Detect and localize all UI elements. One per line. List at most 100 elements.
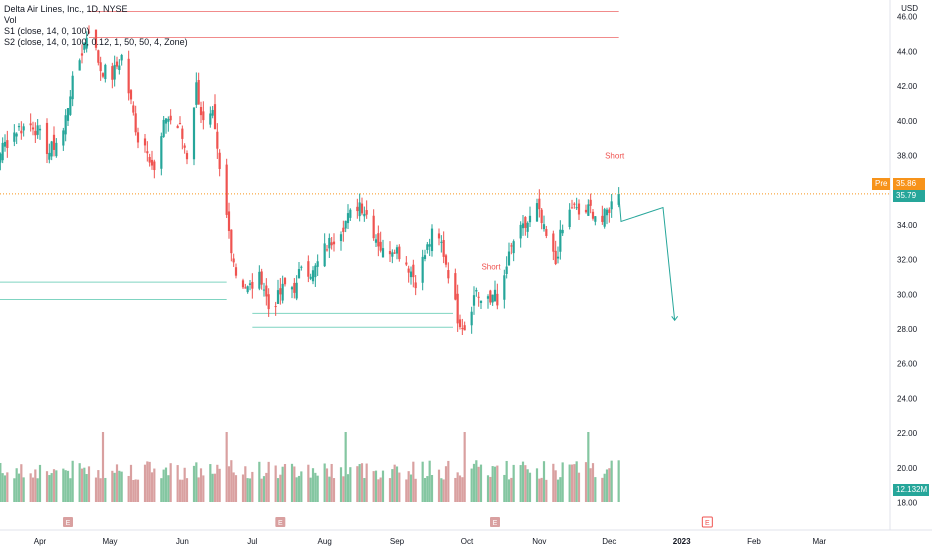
- candle-body: [283, 278, 287, 285]
- volume-bar: [577, 472, 581, 502]
- candle-body: [234, 267, 238, 276]
- candle-body: [545, 229, 548, 236]
- candle-body: [34, 130, 37, 136]
- time-axis: Apr May Jun Jul Aug Sep Oct Nov Dec 2023 Feb Mar: [34, 537, 827, 546]
- candle-body: [323, 243, 326, 267]
- volume-bar: [3, 475, 7, 502]
- volume-bar: [78, 463, 81, 502]
- candle-body: [344, 220, 347, 229]
- volume-bar: [31, 477, 35, 502]
- volume-bar: [281, 466, 284, 502]
- price-tick-label: 18.00: [897, 499, 918, 508]
- candle-body: [559, 229, 562, 252]
- volume-bar: [444, 466, 448, 502]
- volume-bar: [528, 472, 532, 502]
- volume-bar: [99, 478, 102, 502]
- candle-body: [568, 209, 571, 227]
- price-tick-label: 26.00: [897, 360, 918, 369]
- candle-body: [209, 113, 212, 125]
- volume-bar: [48, 475, 51, 502]
- time-tick-label: Aug: [318, 537, 332, 546]
- candle-body: [132, 105, 135, 113]
- volume-bar: [542, 461, 546, 502]
- candle-body: [339, 234, 343, 242]
- volume-bar: [197, 477, 200, 502]
- volume-bar: [314, 472, 317, 502]
- candle-body: [477, 296, 480, 298]
- candle-body: [594, 216, 597, 222]
- volume-bar: [300, 471, 303, 502]
- candle-body: [314, 265, 317, 278]
- volume-bar: [426, 476, 429, 502]
- candle-body: [97, 50, 100, 63]
- volume-bar: [519, 465, 522, 502]
- overlay: Short Short E E E E: [0, 151, 890, 528]
- candle-body: [437, 233, 441, 239]
- volume-bar: [34, 469, 37, 502]
- volume-bar: [118, 470, 121, 502]
- candle-body: [45, 122, 49, 154]
- volume-bar: [365, 463, 368, 502]
- candle-body: [218, 152, 221, 169]
- candle-body: [381, 248, 385, 258]
- volume-bar: [493, 466, 497, 502]
- volume-bar: [395, 466, 399, 502]
- candles: [0, 25, 620, 336]
- candle-body: [281, 283, 284, 301]
- candle-body: [346, 213, 350, 224]
- volume-bar: [472, 463, 476, 502]
- volume-bar: [391, 469, 394, 502]
- candle-body: [407, 268, 410, 273]
- earnings-marker-icon: [275, 517, 286, 527]
- volume-bar: [167, 475, 170, 502]
- candle-body: [489, 290, 492, 303]
- volume-bar: [115, 464, 119, 502]
- volume-bar: [323, 463, 326, 502]
- volume-bar: [276, 478, 280, 502]
- volume-bar: [617, 460, 620, 502]
- candle-body: [267, 294, 270, 310]
- volume-bar: [216, 464, 219, 502]
- candle-body: [230, 229, 233, 254]
- short-signal-label: Short: [605, 151, 625, 160]
- volume-bar: [134, 479, 137, 502]
- volume-bar: [241, 474, 245, 502]
- volume-bar: [262, 476, 266, 502]
- volume-bar: [62, 468, 65, 502]
- volume-bar: [38, 464, 42, 502]
- volume-bar: [97, 470, 100, 502]
- volume-bar: [202, 475, 205, 502]
- volume-bar: [248, 478, 252, 502]
- volume-bar: [421, 461, 424, 502]
- candle-body: [3, 141, 7, 147]
- volume-bar: [267, 461, 270, 502]
- volume-bar: [507, 479, 511, 502]
- candle-body: [164, 118, 168, 124]
- candle-body: [274, 306, 277, 308]
- volume-bar: [463, 432, 466, 502]
- volume-bar: [409, 474, 413, 502]
- candle-body: [503, 275, 506, 300]
- price-tick-label: 32.00: [897, 256, 918, 265]
- volume-bar: [430, 475, 434, 502]
- volume-bar: [363, 478, 366, 502]
- candle-body: [444, 255, 448, 265]
- volume-bar: [447, 460, 450, 502]
- candle-body: [454, 273, 457, 300]
- candle-body: [479, 300, 483, 303]
- volume-bar: [496, 465, 499, 502]
- candle-body: [377, 233, 380, 247]
- volume-bar: [575, 461, 578, 502]
- volume-bar: [374, 470, 378, 502]
- candle-body: [316, 261, 319, 267]
- candle-body: [456, 293, 459, 324]
- volume-bar: [594, 477, 597, 502]
- volume-bar: [356, 466, 359, 502]
- volume-bar: [80, 468, 84, 502]
- candle-body: [225, 164, 228, 215]
- candle-body: [325, 249, 329, 251]
- candle-body: [78, 60, 81, 71]
- volume-bar: [52, 469, 56, 502]
